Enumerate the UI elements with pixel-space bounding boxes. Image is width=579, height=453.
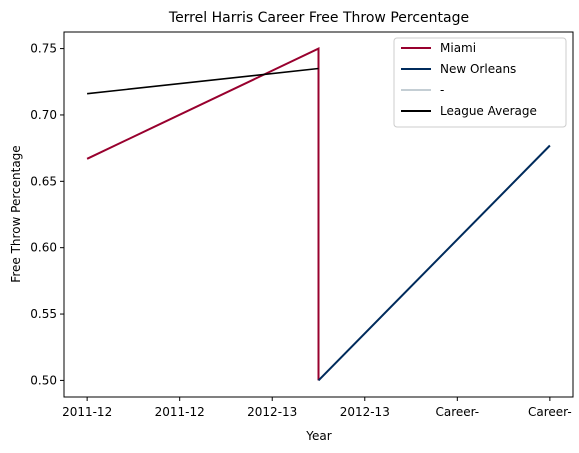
series-line-new-orleans <box>317 144 551 382</box>
y-axis-label: Free Throw Percentage <box>9 145 23 282</box>
legend-label-league-average: League Average <box>440 104 537 118</box>
series-line-miami <box>86 47 320 381</box>
legend-label-dash: - <box>440 83 444 97</box>
y-tick-label: 0.65 <box>30 174 57 188</box>
x-tick-label: 2011-12 <box>62 405 112 419</box>
x-axis: 2011-12 2011-12 2012-13 2012-13 Career- Caree… <box>62 397 572 419</box>
chart-title: Terrel Harris Career Free Throw Percenta… <box>168 10 469 26</box>
y-tick-label: 0.50 <box>30 373 57 387</box>
x-tick-label: 2011-12 <box>155 405 205 419</box>
y-tick-label: 0.60 <box>30 241 57 255</box>
x-tick-label: 2012-13 <box>340 405 390 419</box>
legend-label-new-orleans: New Orleans <box>440 62 516 76</box>
legend: Miami New Orleans - League Average <box>393 37 567 128</box>
y-axis: 0.50 0.55 0.60 0.65 0.70 0.75 <box>30 42 64 387</box>
y-tick-label: 0.70 <box>30 108 57 122</box>
legend-label-miami: Miami <box>440 41 476 55</box>
x-axis-label: Year <box>305 429 331 443</box>
y-tick-label: 0.55 <box>30 307 57 321</box>
legend-box <box>393 37 567 128</box>
y-tick-label: 0.75 <box>30 42 57 56</box>
plot-lines <box>86 47 551 382</box>
x-tick-label: Career- <box>528 405 572 419</box>
x-tick-label: Career- <box>435 405 479 419</box>
x-tick-label: 2012-13 <box>247 405 297 419</box>
plot-frame <box>63 31 574 398</box>
series-line-league-average <box>87 67 319 95</box>
